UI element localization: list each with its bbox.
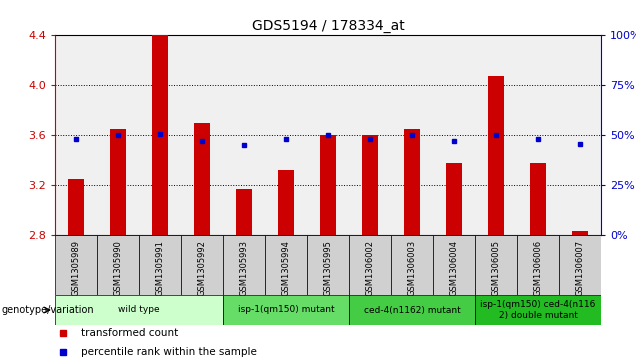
Text: GSM1305991: GSM1305991 xyxy=(155,240,165,296)
Text: wild type: wild type xyxy=(118,306,160,314)
Text: GSM1306005: GSM1306005 xyxy=(492,240,501,296)
Bar xyxy=(139,235,181,295)
Text: GSM1305994: GSM1305994 xyxy=(282,240,291,296)
Bar xyxy=(307,235,349,295)
Text: GSM1305990: GSM1305990 xyxy=(113,240,123,296)
Bar xyxy=(320,135,336,235)
Bar xyxy=(475,235,517,295)
Bar xyxy=(55,295,223,325)
Text: GSM1305992: GSM1305992 xyxy=(198,240,207,296)
Bar xyxy=(223,235,265,295)
Text: percentile rank within the sample: percentile rank within the sample xyxy=(81,347,257,357)
Text: GSM1306003: GSM1306003 xyxy=(408,240,417,296)
Text: genotype/variation: genotype/variation xyxy=(1,305,93,315)
Bar xyxy=(55,235,97,295)
Bar xyxy=(362,135,378,235)
Bar xyxy=(349,235,391,295)
Text: ced-4(n1162) mutant: ced-4(n1162) mutant xyxy=(364,306,460,314)
Text: isp-1(qm150) mutant: isp-1(qm150) mutant xyxy=(238,306,335,314)
Bar xyxy=(235,189,252,235)
Bar xyxy=(265,235,307,295)
Bar xyxy=(488,76,504,235)
Bar xyxy=(97,235,139,295)
Bar xyxy=(446,163,462,235)
Bar xyxy=(193,122,211,235)
Text: transformed count: transformed count xyxy=(81,329,179,338)
Bar xyxy=(404,129,420,235)
Bar xyxy=(67,179,85,235)
Bar xyxy=(277,170,294,235)
Text: isp-1(qm150) ced-4(n116
2) double mutant: isp-1(qm150) ced-4(n116 2) double mutant xyxy=(480,300,596,320)
Bar xyxy=(151,35,169,235)
Bar xyxy=(391,235,433,295)
Bar xyxy=(109,129,127,235)
Bar xyxy=(433,235,475,295)
Text: GSM1306007: GSM1306007 xyxy=(576,240,584,296)
Text: GSM1306006: GSM1306006 xyxy=(534,240,543,296)
Bar xyxy=(517,235,559,295)
Text: GSM1305995: GSM1305995 xyxy=(324,240,333,296)
Bar xyxy=(572,231,588,235)
Text: GSM1305993: GSM1305993 xyxy=(240,240,249,296)
Bar xyxy=(530,163,546,235)
Bar xyxy=(223,295,349,325)
Text: GSM1306004: GSM1306004 xyxy=(450,240,459,296)
Title: GDS5194 / 178334_at: GDS5194 / 178334_at xyxy=(252,19,404,33)
Bar xyxy=(181,235,223,295)
Bar xyxy=(349,295,475,325)
Bar xyxy=(559,235,601,295)
Text: GSM1306002: GSM1306002 xyxy=(366,240,375,296)
Text: GSM1305989: GSM1305989 xyxy=(71,240,81,296)
Bar xyxy=(475,295,601,325)
